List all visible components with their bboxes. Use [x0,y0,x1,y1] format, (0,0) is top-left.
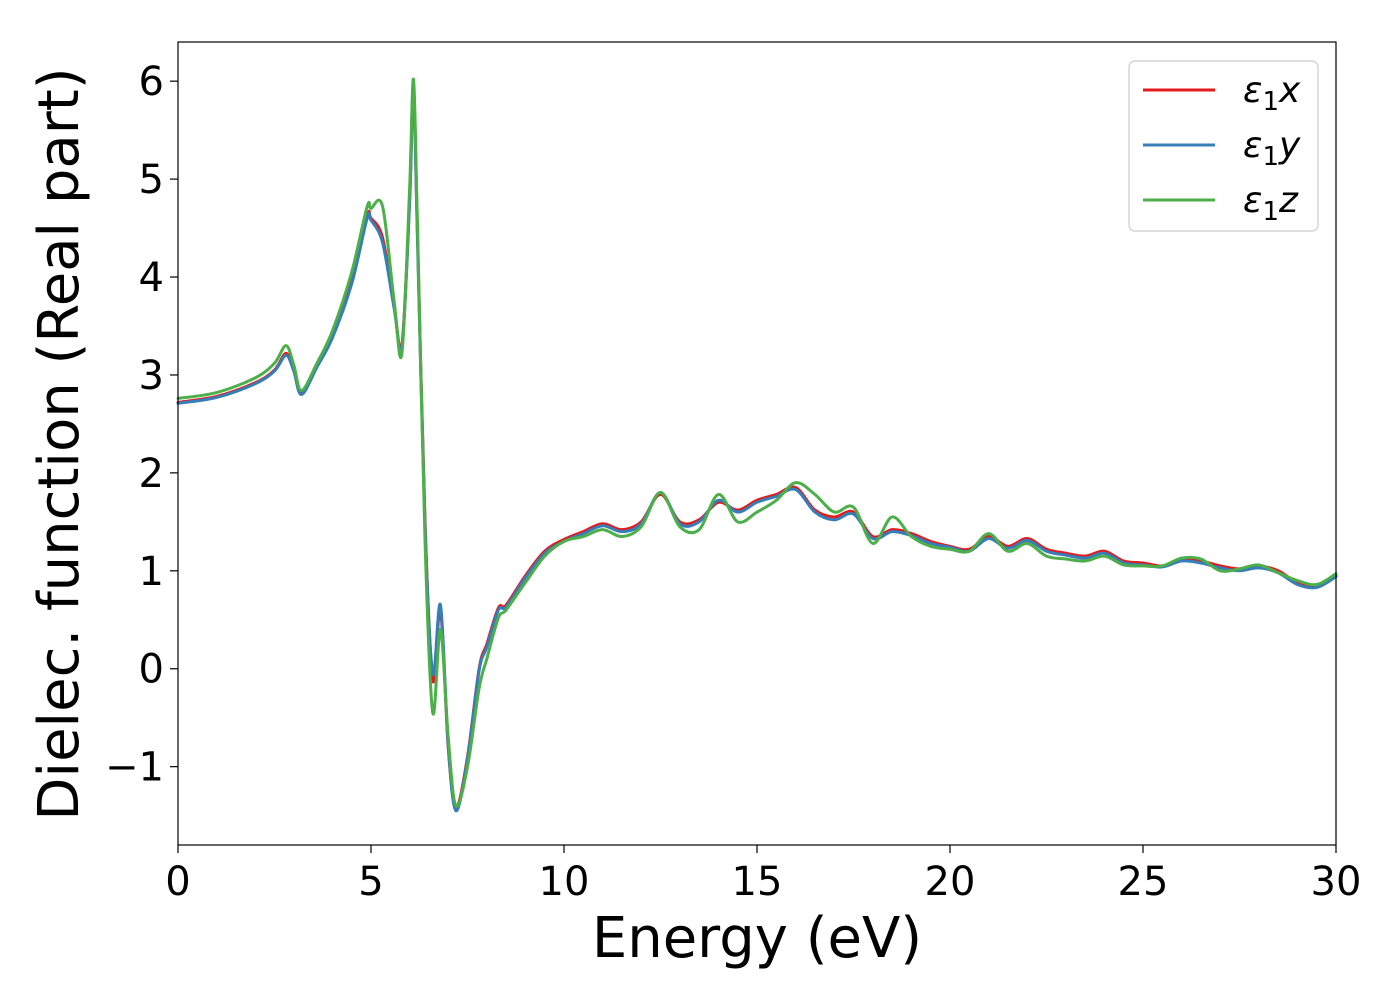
legend-label-y: ε1y [1243,125,1301,172]
y-tick-label: 1 [139,549,164,595]
x-tick-label: 20 [925,859,976,905]
y-axis-label: Dielec. function (Real part) [27,67,92,820]
x-axis: 0 5 10 15 20 25 30 [165,845,1361,905]
legend-label-x: ε1x [1243,70,1301,117]
legend: ε1x ε1y ε1z [1128,60,1319,232]
y-tick-label: 6 [139,59,164,105]
legend-box [1128,60,1319,232]
y-tick-label: 2 [139,451,164,497]
y-tick-label: 0 [139,647,164,693]
y-tick-label: 3 [139,353,164,399]
y-axis: −1 0 1 2 3 4 5 6 [105,59,178,791]
x-tick-label: 15 [732,859,783,905]
x-tick-label: 10 [539,859,590,905]
legend-label-z: ε1z [1243,180,1299,227]
series-layer [176,77,1338,813]
y-tick-label: 5 [139,157,164,203]
x-axis-label: Energy (eV) [592,906,922,971]
x-tick-label: 0 [165,859,190,905]
x-tick-label: 5 [358,859,383,905]
series-line-z [176,77,1338,808]
x-tick-label: 25 [1118,859,1169,905]
y-tick-label: 4 [139,255,164,301]
x-tick-label: 30 [1311,859,1362,905]
series-line-y [176,89,1338,813]
y-tick-label: −1 [105,745,164,791]
